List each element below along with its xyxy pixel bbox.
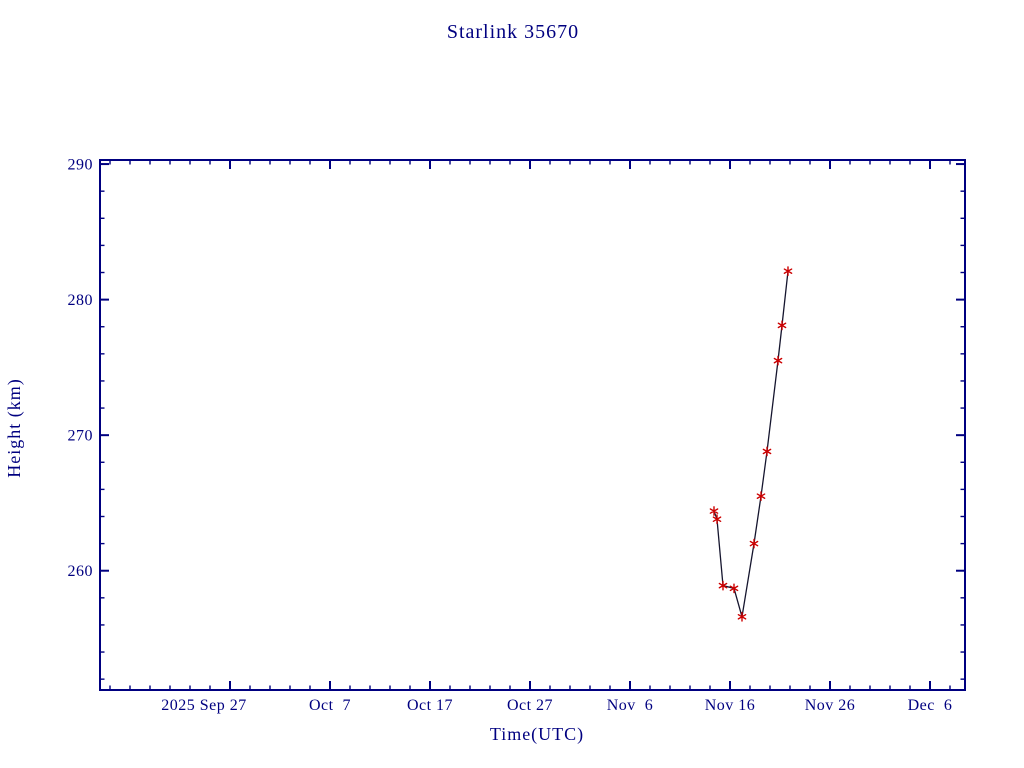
data-point-marker [718, 580, 728, 591]
y-tick-label: 290 [68, 157, 94, 174]
chart-title: Starlink 35670 [447, 21, 579, 43]
x-tick-label: Nov 16 [705, 697, 756, 714]
y-tick-label: 260 [68, 563, 94, 580]
y-axis-label: Height (km) [4, 378, 25, 477]
data-point-marker [783, 266, 793, 277]
data-point-marker [773, 355, 783, 366]
x-tick-label: Nov 26 [805, 697, 856, 714]
x-tick-label: Oct 27 [507, 697, 553, 714]
data-series-line [713, 271, 789, 617]
x-tick-label: Oct 17 [407, 697, 453, 714]
x-tick-label: Oct 7 [309, 697, 351, 714]
y-tick-label: 270 [68, 428, 94, 445]
data-point-marker [777, 320, 787, 331]
data-point-marker [737, 611, 747, 622]
data-point-marker [756, 491, 766, 502]
x-tick-label: 2025 Sep 27 [161, 697, 247, 714]
x-axis-label: Time(UTC) [490, 724, 584, 745]
x-tick-label: Dec 6 [908, 697, 953, 714]
x-tick-label: Nov 6 [607, 697, 654, 714]
y-tick-label: 280 [68, 292, 94, 309]
data-point-marker [762, 446, 772, 457]
data-point-marker [712, 514, 722, 525]
data-point-marker [729, 583, 739, 594]
data-point-marker [749, 538, 759, 549]
plot-layer: 2025 Sep 27 Oct 7 Oct 17 Oct 27 Nov 6 Nov 16 N… [68, 157, 966, 714]
axis-box [99, 159, 966, 691]
data-point-marker [709, 506, 719, 516]
